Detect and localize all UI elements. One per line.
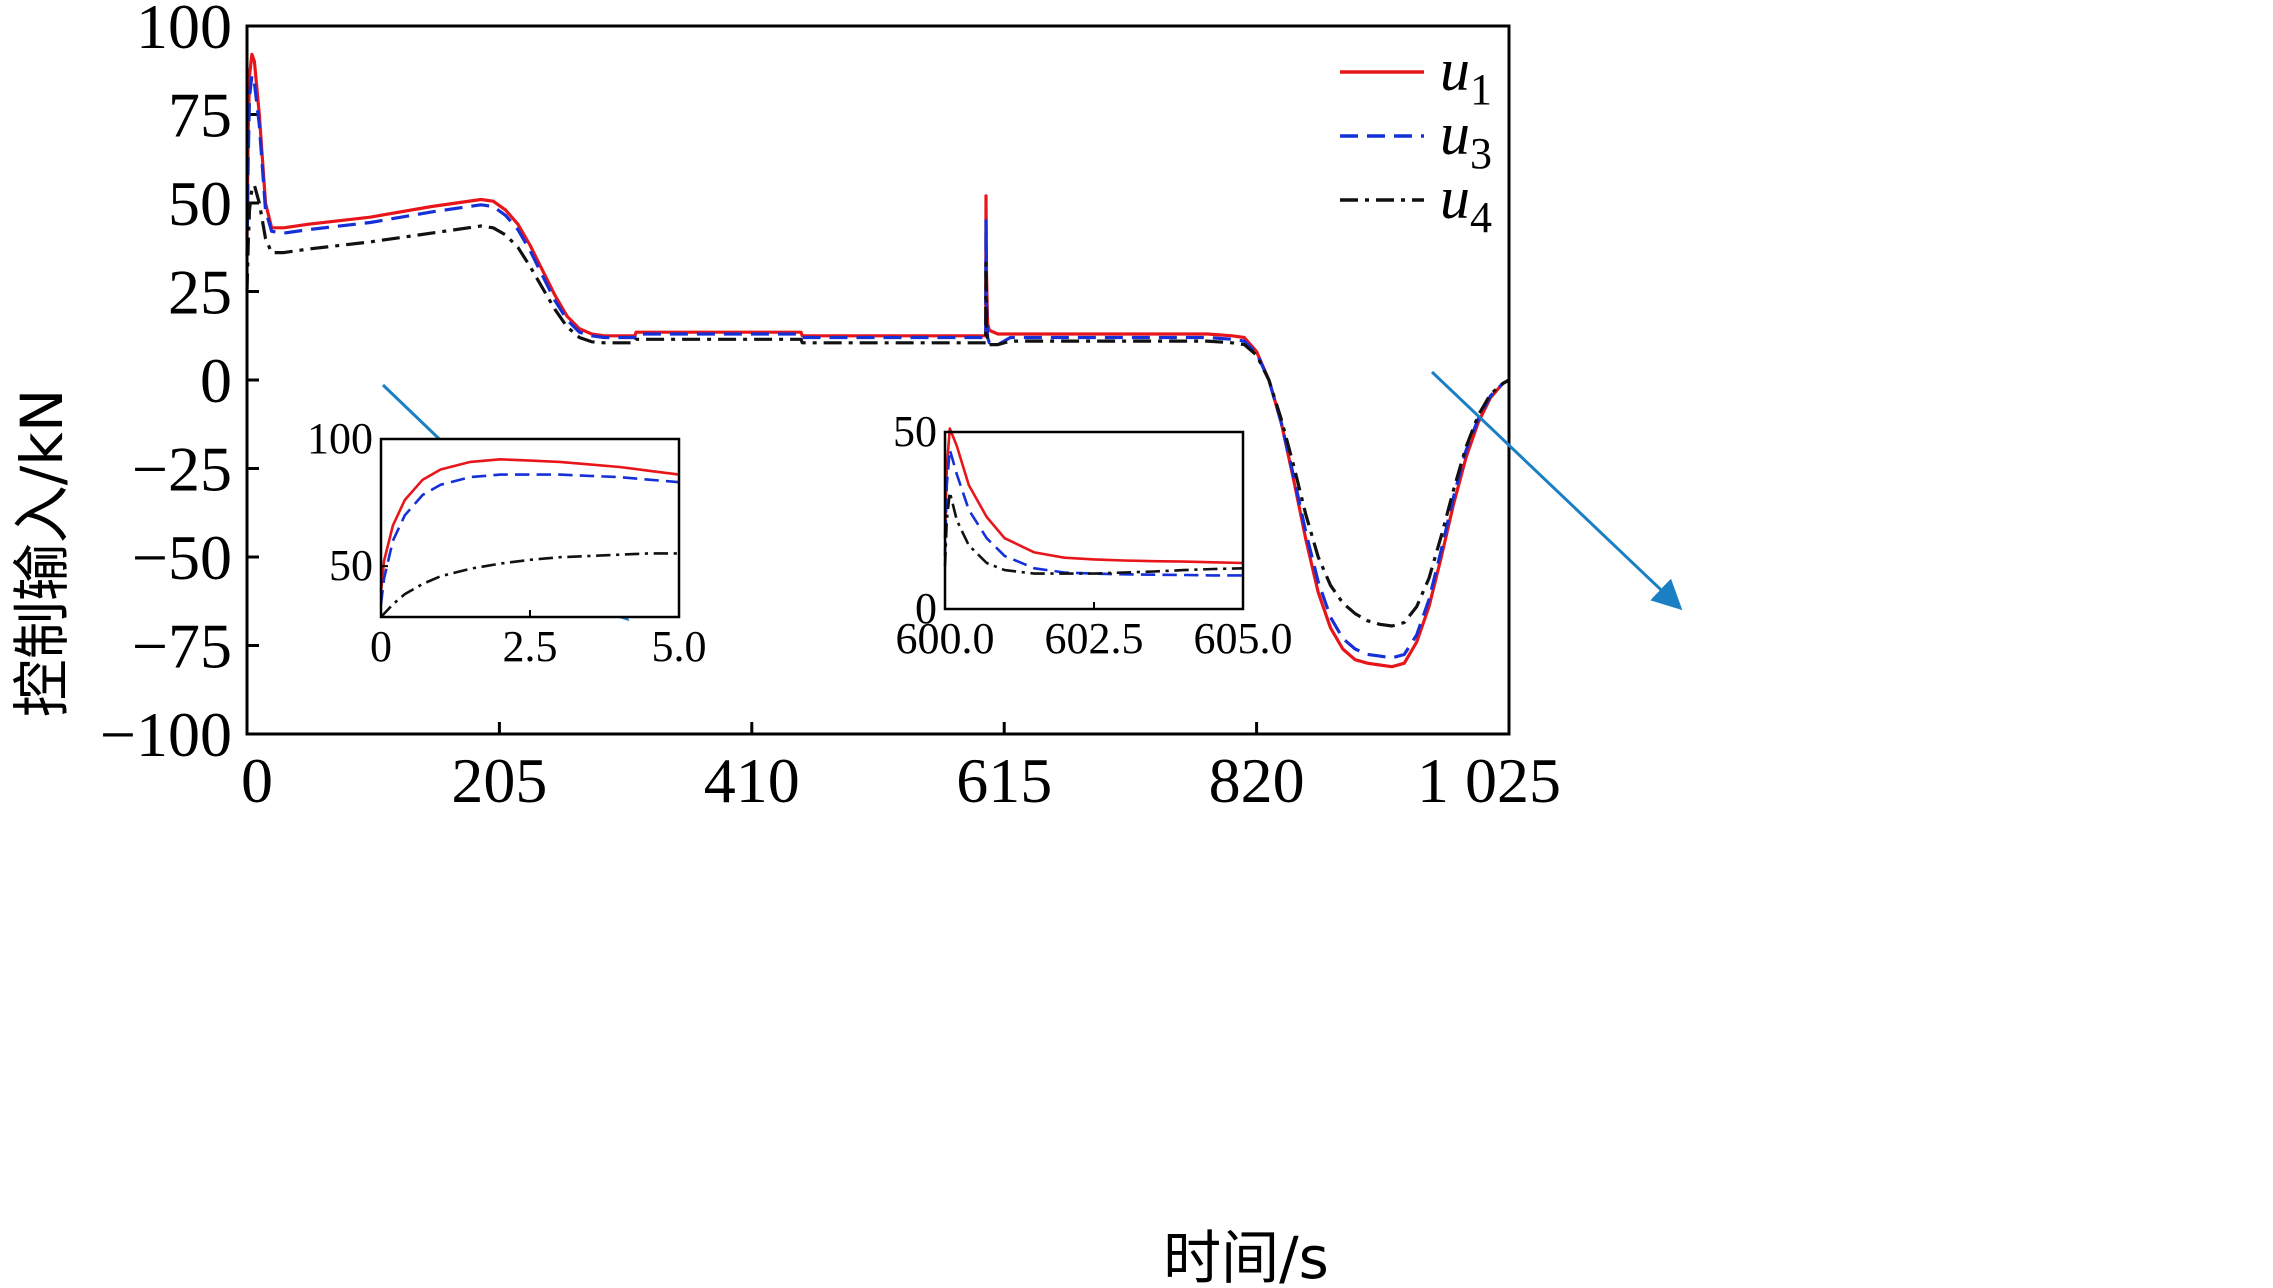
inset-y-tick-label: 100 bbox=[307, 414, 373, 463]
inset-x-tick-label: 602.5 bbox=[1045, 614, 1144, 663]
inset-series-line bbox=[379, 457, 680, 592]
y-tick-label: 100 bbox=[136, 0, 232, 62]
main-axis-ticks bbox=[245, 24, 1511, 736]
x-tick-label: 615 bbox=[956, 745, 1052, 816]
inset-x-tick-label: 605.0 bbox=[1194, 614, 1293, 663]
x-axis-title: 时间/s bbox=[1163, 1224, 1329, 1288]
inset-series-line bbox=[380, 552, 679, 618]
legend-label: u1 bbox=[1440, 37, 1492, 114]
inset-series-line bbox=[379, 473, 680, 605]
inset-background bbox=[945, 432, 1243, 609]
y-tick-label: −75 bbox=[132, 611, 232, 682]
y-tick-label: −100 bbox=[100, 699, 232, 770]
inset-x-tick-label: 2.5 bbox=[503, 622, 558, 671]
x-tick-label: 410 bbox=[704, 745, 800, 816]
inset-y-tick-label: 0 bbox=[915, 584, 937, 633]
y-tick-label: −50 bbox=[132, 522, 232, 593]
inset-y-tick-label: 50 bbox=[893, 407, 937, 456]
inset-background bbox=[381, 439, 679, 617]
main-tick-labels: 0 205 410 615 820 1 025 100 75 50 25 0 −25 −50 −75 −10… bbox=[100, 0, 1561, 816]
inset-series-line bbox=[943, 427, 1244, 565]
main-plot-frame bbox=[245, 24, 1511, 736]
y-tick-label: 75 bbox=[168, 80, 232, 151]
inset-y-tick-label: 50 bbox=[329, 541, 373, 590]
legend-label: u3 bbox=[1440, 101, 1492, 178]
inset-series-line bbox=[943, 448, 1243, 577]
y-axis-title: 控制输入/kN bbox=[8, 389, 76, 718]
inset-startup-zoom: 0 2.5 5.0 100 50 bbox=[307, 414, 707, 671]
inset-x-tick-label: 0 bbox=[370, 622, 392, 671]
x-tick-label: 0 bbox=[241, 745, 273, 816]
inset-series-line bbox=[943, 490, 1244, 575]
inset-x-tick-label: 5.0 bbox=[652, 622, 707, 671]
x-tick-label: 205 bbox=[451, 745, 547, 816]
inset-600s-zoom: 600.0 602.5 605.0 50 0 bbox=[893, 407, 1293, 663]
series-line-u4 bbox=[245, 183, 1510, 628]
x-tick-label: 820 bbox=[1209, 745, 1305, 816]
inset-x-tick-label: 600.0 bbox=[896, 614, 995, 663]
x-tick-label: 1 025 bbox=[1417, 745, 1561, 816]
main-series-group bbox=[245, 52, 1510, 669]
zoom-arrow-right bbox=[1430, 370, 1683, 611]
y-tick-label: 25 bbox=[168, 257, 232, 328]
y-tick-label: 0 bbox=[200, 345, 232, 416]
legend-label: u4 bbox=[1440, 165, 1492, 242]
y-tick-label: 50 bbox=[168, 168, 232, 239]
y-tick-label: −25 bbox=[132, 434, 232, 505]
